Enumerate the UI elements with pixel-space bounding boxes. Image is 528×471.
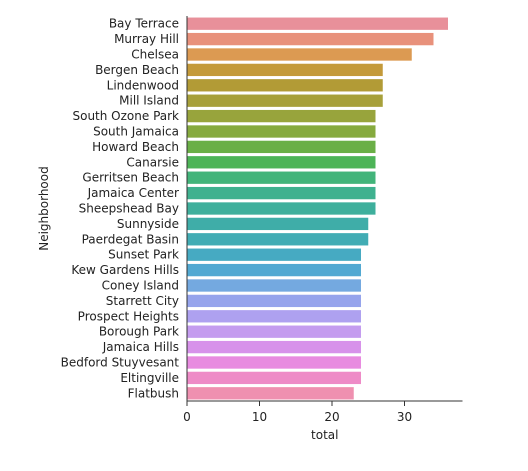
category-label: Murray Hill [114,32,179,46]
bar [187,356,361,369]
category-label: Eltingville [120,371,179,385]
bar [187,371,361,385]
bar [187,186,376,200]
bar [187,310,361,323]
x-tick-label: 20 [324,410,339,424]
category-label: Bergen Beach [95,63,179,77]
bar [187,17,448,30]
bar [187,263,361,277]
category-label: South Ozone Park [72,109,179,123]
category-label: Lindenwood [107,78,179,92]
category-label: Paerdegat Basin [82,232,179,246]
category-label: Gerritsen Beach [82,171,179,185]
category-label: Howard Beach [92,140,179,154]
x-ticks: 0 10 20 30 [183,401,412,424]
bar [187,156,376,169]
category-label: Prospect Heights [78,309,179,323]
bar [187,233,369,246]
category-label: Jamaica Center [87,186,179,200]
category-label: Jamaica Hills [102,340,179,354]
bar [187,140,376,154]
bar [187,125,376,138]
category-label: Canarsie [126,155,179,169]
category-label: Sunnyside [117,217,179,231]
bar [187,63,383,77]
category-label: Mill Island [119,94,179,108]
category-label: Borough Park [99,325,179,339]
y-axis-title: Neighborhood [37,166,51,251]
bar [187,279,361,292]
category-label: Flatbush [128,386,179,400]
category-label: South Jamaica [93,125,179,139]
bar [187,79,383,92]
bar [187,94,383,107]
bar [187,217,369,231]
category-label: Coney Island [102,279,179,293]
bar [187,202,376,215]
category-label: Bay Terrace [109,17,179,31]
x-tick-label: 0 [183,410,191,424]
category-label: Sunset Park [108,248,179,262]
bar [187,32,434,46]
bar [187,294,361,308]
x-axis-title: total [311,428,338,442]
bar [187,248,361,261]
category-label: Bedford Stuyvesant [61,356,180,370]
bars-group [187,17,448,400]
category-label: Chelsea [131,48,179,62]
bar [187,340,361,354]
x-tick-label: 10 [252,410,267,424]
x-tick-label: 30 [397,410,412,424]
bar [187,48,412,61]
category-label: Sheepshead Bay [79,202,179,216]
bar [187,171,376,184]
bar [187,325,361,338]
bar [187,387,354,400]
category-label: Starrett City [106,294,179,308]
category-label: Kew Gardens Hills [71,263,179,277]
bar [187,109,376,123]
